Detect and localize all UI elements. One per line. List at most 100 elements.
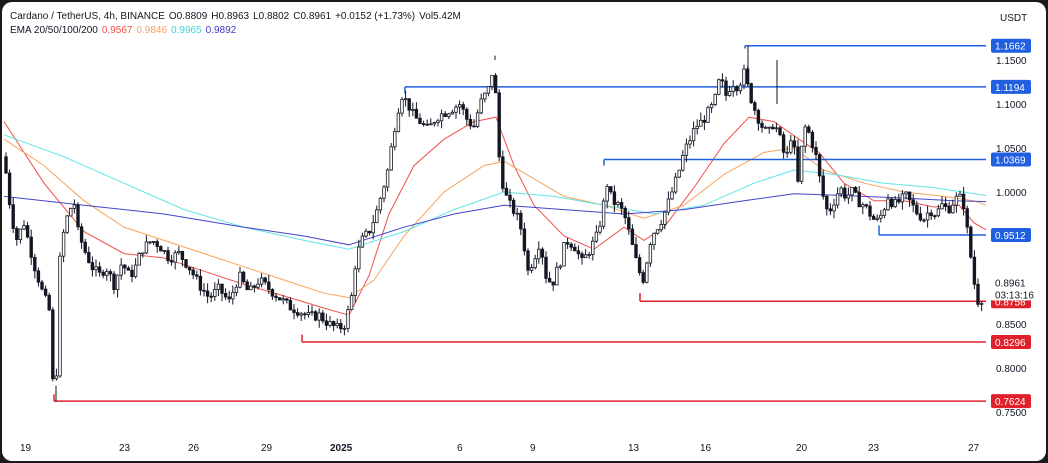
candle-body (497, 92, 501, 158)
x-tick-label: 13 (628, 443, 640, 454)
candle-body (97, 266, 102, 273)
level-tag (991, 394, 1031, 409)
candle-body (879, 214, 883, 219)
candle-body (907, 191, 912, 201)
candle-body (112, 273, 116, 291)
candle-body (191, 269, 195, 276)
x-tick-label: 23 (119, 443, 131, 454)
candle-body (709, 104, 714, 109)
candle-body (749, 83, 753, 104)
candle-body (432, 122, 437, 125)
candle-body (580, 253, 584, 259)
candle-body (760, 122, 764, 128)
candle-body (472, 125, 476, 128)
candle-body (717, 79, 721, 95)
candle-body (756, 109, 761, 124)
y-tick-label: 0.7500 (996, 408, 1027, 419)
candle-body (418, 117, 422, 125)
candle-body (317, 312, 321, 321)
candle-body (519, 212, 523, 230)
y-tick-label: 1.0500 (996, 144, 1027, 155)
level-tag-label: 0.8758 (995, 297, 1026, 308)
candle-body (25, 225, 30, 238)
candle-body (792, 140, 797, 148)
open-value: 0.8809 (176, 11, 208, 22)
candle-body (475, 112, 480, 127)
candle-body (465, 108, 469, 120)
candle-body (785, 151, 789, 154)
candle-body (115, 274, 120, 291)
volume-value: 5.42M (433, 11, 461, 22)
candle-body (817, 154, 822, 177)
candle-body (976, 283, 980, 305)
candle-body (558, 265, 563, 268)
candle-body (130, 269, 134, 278)
candle-body (483, 92, 487, 100)
candle-body (7, 172, 12, 206)
currency-label[interactable]: USDT (1000, 13, 1028, 24)
candle-body (389, 146, 393, 171)
candle-body (450, 111, 455, 115)
candle-body (162, 250, 167, 253)
candle-body (843, 187, 847, 199)
candle-body (15, 228, 19, 240)
candle-body (630, 228, 635, 245)
level-tag-label: 1.1194 (995, 83, 1025, 94)
candle-body (36, 270, 41, 283)
low-label: L (253, 11, 259, 22)
candle-body (533, 258, 537, 268)
candle-body (911, 199, 915, 206)
candle-body (810, 131, 815, 148)
candle-body (486, 86, 491, 94)
candle-body (252, 285, 257, 288)
candle-body (814, 146, 818, 155)
candle-body (897, 199, 901, 203)
level-tag-label: 1.0369 (995, 156, 1026, 167)
time-axis: 19 23 26 29 2025 6 9 13 16 20 23 27 (20, 443, 980, 454)
candle-body (169, 260, 174, 263)
candle-body (648, 244, 653, 264)
candle-body (781, 134, 786, 153)
candle-body (342, 327, 347, 330)
candle-body (565, 242, 570, 245)
candle-body (349, 295, 354, 311)
candle-body (216, 283, 221, 290)
candle-body (767, 126, 771, 129)
candle-body (659, 224, 663, 231)
candle-body (259, 277, 264, 285)
x-tick-label: 9 (530, 443, 536, 454)
ema50-line (3, 138, 987, 299)
candle-body (544, 256, 548, 279)
candle-body (184, 259, 188, 268)
candle-body (385, 169, 390, 188)
candle-body (198, 275, 203, 291)
candle-body (29, 236, 33, 258)
candle-body (43, 288, 48, 296)
candle-body (166, 250, 170, 262)
candle-body (537, 248, 541, 260)
candle-body (274, 295, 278, 298)
candle-body (281, 298, 285, 301)
candle-body (969, 226, 973, 258)
candle-body (763, 126, 768, 129)
candle-body (904, 191, 908, 195)
candle-body (821, 175, 825, 197)
candle-body (180, 250, 185, 260)
candle-body (929, 212, 933, 217)
candle-body (886, 198, 890, 211)
candle-body (673, 176, 678, 193)
candle-body (882, 209, 887, 216)
candle-body (587, 254, 591, 256)
candle-body (857, 191, 861, 208)
candle-body (933, 215, 937, 218)
symbol-title[interactable]: Cardano / TetherUS, 4h, BINANCE (10, 11, 165, 22)
candle-body (652, 232, 656, 246)
candle-body (936, 208, 941, 217)
candle-body (205, 290, 210, 297)
candle-body (72, 204, 77, 209)
level-tag-label: 0.8296 (995, 338, 1026, 349)
candle-body (529, 267, 534, 271)
ema-legend[interactable]: EMA 20/50/100/200 0.9567 0.9846 0.9965 0.989… (10, 25, 240, 36)
